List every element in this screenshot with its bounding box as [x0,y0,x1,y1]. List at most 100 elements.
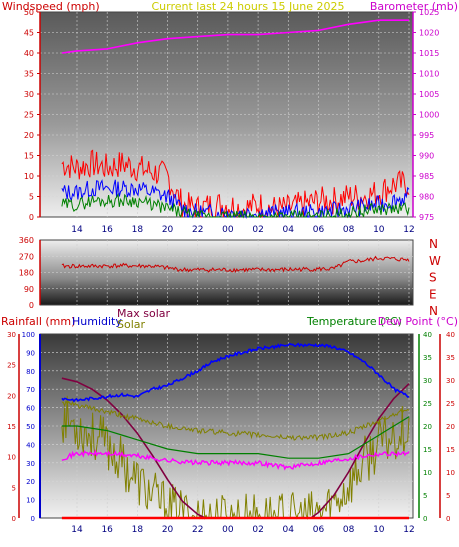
panel-1-x-tick-label: 20 [162,225,174,235]
wind-tick-label: 40 [24,49,34,58]
panel-3-x-tick-label: 16 [101,525,113,535]
wind-tick-label: 35 [24,70,34,79]
wind-direction-line [61,255,410,273]
wind-tick-label: 45 [24,29,34,38]
panel-3-x-tick-label: 14 [71,525,83,535]
wind-tick-label: 25 [24,111,34,120]
temperature-tick-label: 25 [423,400,432,408]
temperature-axis-title: Temperature (°C) [306,315,402,328]
wind-tick-label: 10 [24,172,34,181]
humidity-label: Humidity [72,315,122,328]
humidity-tick-label: 20 [26,478,35,486]
panel-1-x-tick-label: 04 [283,225,295,235]
direction-tick-label: 90 [24,285,34,294]
humidity-tick-label: 10 [26,497,35,505]
barometer-tick-label: 1005 [419,90,439,99]
solar-label: Solar [117,318,146,331]
direction-tick-label: 180 [19,269,34,278]
panel-1-x-tick-label: 02 [252,225,263,235]
barometer-tick-label: 980 [419,193,434,202]
rain-tick-label: 30 [7,331,16,339]
dewpoint-tick-label: 20 [446,423,455,431]
panel-3-x-tick-label: 04 [283,525,295,535]
temperature-tick-label: 15 [423,446,432,454]
panel-3-x-tick-label: 12 [403,525,414,535]
barometer-tick-label: 1015 [419,49,439,58]
rain-tick-label: 10 [7,454,16,462]
compass-label: E [429,287,437,301]
temperature-tick-label: 0 [423,515,427,523]
temperature-tick-label: 5 [423,492,427,500]
panel-3-x-tick-label: 22 [192,525,203,535]
panel-3-x-tick-label: 06 [313,525,325,535]
compass-label: N [429,304,438,318]
panel-1-x-tick-label: 08 [343,225,355,235]
panel-1-x-tick-label: 12 [403,225,414,235]
panel-1-x-tick-label: 16 [101,225,113,235]
humidity-tick-label: 30 [26,460,35,468]
rainfall-axis-title: Rainfall (mm) [1,315,75,328]
panel-3-x-tick-label: 20 [162,525,174,535]
dewpoint-tick-label: 30 [446,377,455,385]
wind-tick-label: 30 [24,90,34,99]
humidity-tick-label: 70 [26,386,35,394]
humidity-tick-label: 50 [26,423,35,431]
barometer-tick-label: 990 [419,152,434,161]
humidity-tick-label: 80 [26,368,35,376]
panel-1-x-tick-label: 18 [132,225,144,235]
panel-3-x-tick-label: 02 [252,525,263,535]
dewpoint-tick-label: 0 [446,515,450,523]
max-solar-label: Max solar [117,307,170,320]
temperature-tick-label: 35 [423,354,432,362]
barometer-tick-label: 1000 [419,111,439,120]
barometer-tick-label: 975 [419,213,434,222]
chart-title: Current last 24 hours 15 June 2025 [151,0,344,13]
panel-3-x-tick-label: 10 [373,525,385,535]
temperature-band-line [61,416,410,459]
panel-1-x-tick-label: 14 [71,225,83,235]
rain-tick-label: 5 [12,484,16,492]
panel-1-x-tick-label: 10 [373,225,385,235]
wind-tick-label: 5 [29,193,34,202]
barometer-tick-label: 1020 [419,29,439,38]
temperature-line [61,400,410,442]
wind-tick-label: 20 [24,131,34,140]
panel-2-background [39,239,414,306]
rain-tick-label: 0 [12,515,16,523]
humidity-line [61,342,410,403]
dewpoint-axis-title: Dew Point (°C) [378,315,458,328]
panel-3-x-tick-label: 00 [222,525,234,535]
barometer-tick-label: 1025 [419,8,439,17]
panel-1-x-tick-label: 00 [222,225,234,235]
compass-label: N [429,237,438,251]
humidity-tick-label: 0 [31,515,35,523]
dewpoint-tick-label: 25 [446,400,455,408]
barometer-axis-title: Barometer (mb) [370,0,458,13]
dewpoint-tick-label: 40 [446,331,455,339]
barometer-tick-label: 1010 [419,70,439,79]
compass-label: S [429,271,437,285]
dewpoint-tick-label: 35 [446,354,455,362]
barometer-line [61,19,409,54]
average-wind-line [61,192,410,219]
barometer-tick-label: 995 [419,131,434,140]
windspeed-axis-title: Windspeed (mph) [2,0,100,13]
temperature-tick-label: 30 [423,377,432,385]
panel-1-x-tick-label: 22 [192,225,203,235]
barometer-tick-label: 985 [419,172,434,181]
panel-3-x-tick-label: 18 [132,525,144,535]
dewpoint-tick-label: 5 [446,492,450,500]
direction-tick-label: 360 [19,236,34,245]
rain-tick-label: 15 [7,423,16,431]
dewpoint-tick-label: 15 [446,446,455,454]
humidity-tick-label: 40 [26,441,35,449]
wind-tick-label: 50 [24,8,34,17]
dewpoint-tick-label: 10 [446,469,455,477]
compass-label: W [429,254,441,268]
rain-tick-label: 20 [7,392,16,400]
rain-tick-label: 25 [7,362,16,370]
temperature-tick-label: 10 [423,469,432,477]
wind-tick-label: 0 [29,213,34,222]
